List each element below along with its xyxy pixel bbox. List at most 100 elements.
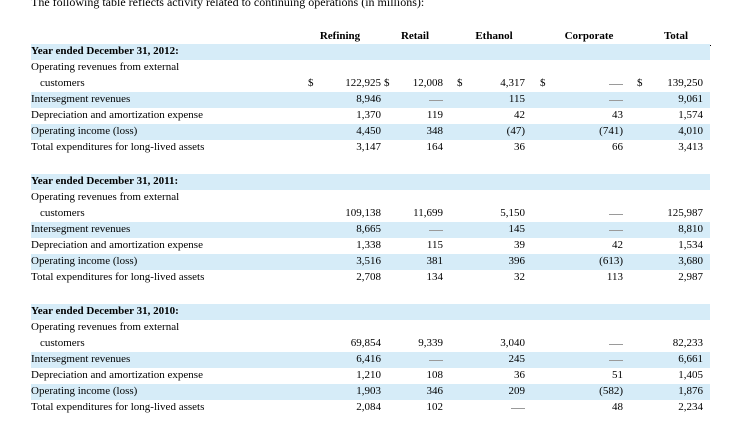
cell-ethanol: 396 — [508, 255, 526, 267]
cell-total: 2,234 — [678, 401, 703, 413]
cell-ethanol: (47) — [506, 125, 525, 137]
section-title: Year ended December 31, 2011: — [31, 175, 179, 187]
cell-ethanol: 42 — [514, 109, 525, 121]
cell-ethanol: 245 — [508, 353, 526, 365]
cell-retail: 164 — [426, 141, 444, 153]
row-highlight — [31, 174, 710, 190]
revenue-label-cont: customers — [40, 337, 85, 349]
expenditures-label: Total expenditures for long-lived assets — [31, 401, 205, 413]
cell-corporate: (613) — [599, 255, 623, 267]
revenue-label: Operating revenues from external — [31, 321, 180, 333]
cell-refining: 2,084 — [356, 401, 381, 413]
dollar-sign: $ — [637, 77, 643, 89]
cell-corporate: 48 — [612, 401, 623, 413]
operating-income-label: Operating income (loss) — [31, 385, 138, 397]
cell-ethanol: 115 — [508, 93, 525, 105]
cell-refining: 3,516 — [356, 255, 381, 267]
cell-refining: 109,138 — [345, 207, 381, 219]
cell-retail: 11,699 — [413, 207, 443, 219]
row-highlight — [31, 222, 710, 238]
cell-corporate: 42 — [612, 239, 623, 251]
cell-refining: 1,210 — [356, 369, 381, 381]
dollar-sign: $ — [384, 77, 390, 89]
cell-ethanol: 32 — [514, 271, 525, 283]
row-highlight — [31, 92, 710, 108]
cell-refining: 4,450 — [356, 125, 381, 137]
section-title: Year ended December 31, 2012: — [31, 45, 179, 57]
operating-income-label: Operating income (loss) — [31, 255, 138, 267]
cell-refining: 69,854 — [350, 337, 381, 349]
cell-corporate: 51 — [612, 369, 623, 381]
cell-ethanol: 4,317 — [500, 77, 525, 89]
cell-retail: 134 — [426, 271, 444, 283]
empty-value-dash — [429, 230, 443, 231]
cell-refining: 1,903 — [356, 385, 381, 397]
empty-value-dash — [429, 360, 443, 361]
empty-value-dash — [609, 214, 623, 215]
cell-retail: 348 — [426, 125, 444, 137]
empty-value-dash — [429, 100, 443, 101]
expenditures-label: Total expenditures for long-lived assets — [31, 271, 205, 283]
cell-total: 3,413 — [678, 141, 703, 153]
dollar-sign: $ — [308, 77, 314, 89]
cell-retail: 12,008 — [412, 77, 443, 89]
expenditures-label: Total expenditures for long-lived assets — [31, 141, 205, 153]
cell-ethanol: 145 — [508, 223, 526, 235]
operating-income-label: Operating income (loss) — [31, 125, 138, 137]
empty-value-dash — [609, 100, 623, 101]
revenue-label-cont: customers — [40, 77, 85, 89]
empty-value-dash — [511, 408, 525, 409]
cell-total: 1,876 — [678, 385, 703, 397]
cell-refining: 8,946 — [356, 93, 381, 105]
table-intro: The following table reflects activity re… — [31, 0, 425, 9]
cell-refining: 6,416 — [356, 353, 381, 365]
cell-corporate: (741) — [599, 125, 623, 137]
empty-value-dash — [609, 360, 623, 361]
cell-total: 4,010 — [678, 125, 703, 137]
cell-total: 82,233 — [672, 337, 703, 349]
cell-total: 2,987 — [678, 271, 703, 283]
cell-total: 6,661 — [678, 353, 703, 365]
row-highlight — [31, 44, 710, 60]
cell-total: 139,250 — [667, 77, 703, 89]
cell-refining: 122,925 — [345, 77, 381, 89]
empty-value-dash — [609, 230, 623, 231]
cell-total: 8,810 — [678, 223, 703, 235]
section-title: Year ended December 31, 2010: — [31, 305, 179, 317]
intersegment-label: Intersegment revenues — [31, 223, 131, 235]
cell-retail: 119 — [426, 109, 443, 121]
row-highlight — [31, 124, 710, 140]
cell-retail: 9,339 — [418, 337, 443, 349]
cell-retail: 381 — [426, 255, 444, 267]
cell-total: 1,534 — [678, 239, 703, 251]
cell-ethanol: 39 — [514, 239, 525, 251]
cell-refining: 8,665 — [356, 223, 381, 235]
depreciation-label: Depreciation and amortization expense — [31, 369, 203, 381]
cell-ethanol: 5,150 — [500, 207, 525, 219]
cell-retail: 115 — [426, 239, 443, 251]
cell-retail: 102 — [426, 401, 444, 413]
intersegment-label: Intersegment revenues — [31, 93, 131, 105]
revenue-label-cont: customers — [40, 207, 85, 219]
row-highlight — [31, 304, 710, 320]
cell-total: 1,405 — [678, 369, 703, 381]
empty-value-dash — [609, 84, 623, 85]
row-highlight — [31, 384, 710, 400]
cell-refining: 3,147 — [356, 141, 381, 153]
depreciation-label: Depreciation and amortization expense — [31, 109, 203, 121]
cell-corporate: 113 — [606, 271, 623, 283]
cell-retail: 108 — [426, 369, 444, 381]
revenue-label: Operating revenues from external — [31, 191, 180, 203]
cell-retail: 346 — [426, 385, 444, 397]
cell-corporate: 66 — [612, 141, 623, 153]
cell-refining: 1,338 — [356, 239, 381, 251]
row-highlight — [31, 352, 710, 368]
cell-ethanol: 36 — [514, 141, 525, 153]
depreciation-label: Depreciation and amortization expense — [31, 239, 203, 251]
row-highlight — [31, 254, 710, 270]
cell-refining: 2,708 — [356, 271, 381, 283]
intersegment-label: Intersegment revenues — [31, 353, 131, 365]
revenue-label: Operating revenues from external — [31, 61, 180, 73]
cell-ethanol: 36 — [514, 369, 525, 381]
cell-total: 125,987 — [667, 207, 703, 219]
